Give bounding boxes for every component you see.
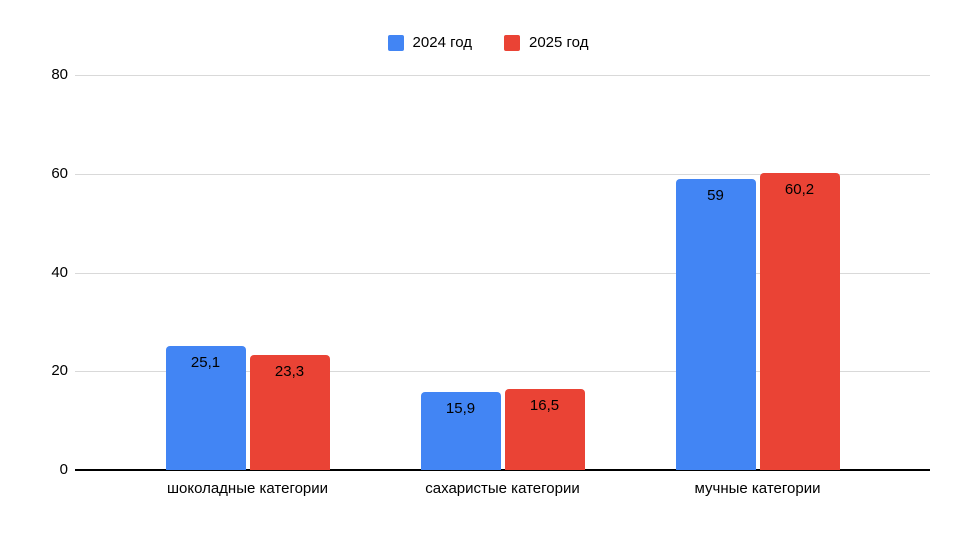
gridline [75,75,930,76]
legend-item-series1[interactable]: 2024 год [387,34,472,52]
y-axis-tick-label: 60 [51,164,68,182]
bar-value-label: 15,9 [445,399,476,417]
plot-area: 25,1 23,3 15,9 16,5 59 60,2 [75,75,930,471]
legend-swatch-icon [504,35,520,51]
bar-value-label: 25,1 [190,354,221,372]
gridline [75,173,930,175]
legend-item-series2[interactable]: 2025 год [504,34,588,52]
chart-legend: 2024 год 2025 год [0,34,976,52]
bar-series2[interactable]: 23,3 [249,354,330,470]
bar-series2[interactable]: 60,2 [759,172,840,470]
y-axis-tick-label: 40 [51,263,68,281]
legend-swatch-icon [387,35,404,51]
y-axis-tick-label: 20 [51,362,68,380]
gridline [75,371,930,373]
bar-value-label: 23,3 [274,362,305,380]
bar-series1[interactable]: 15,9 [420,391,501,470]
legend-label: 2024 год [412,34,472,51]
gridline [75,272,930,274]
x-axis-category-label: сахаристые категории [425,480,580,497]
bar-value-label: 60,2 [784,180,815,198]
y-axis-tick-label: 80 [51,66,68,83]
y-axis-tick-label: 0 [59,461,68,478]
x-axis-category-label: мучные категории [694,480,821,497]
bar-series1[interactable]: 25,1 [165,346,246,470]
bar-value-label: 16,5 [529,396,560,414]
x-axis-category-label: шоколадные категории [166,480,329,497]
bar-series2[interactable]: 16,5 [504,388,585,470]
bar-value-label: 59 [707,186,724,204]
x-axis-line [75,469,930,471]
legend-label: 2025 год [529,34,589,51]
bar-series1[interactable]: 59 [675,178,756,470]
